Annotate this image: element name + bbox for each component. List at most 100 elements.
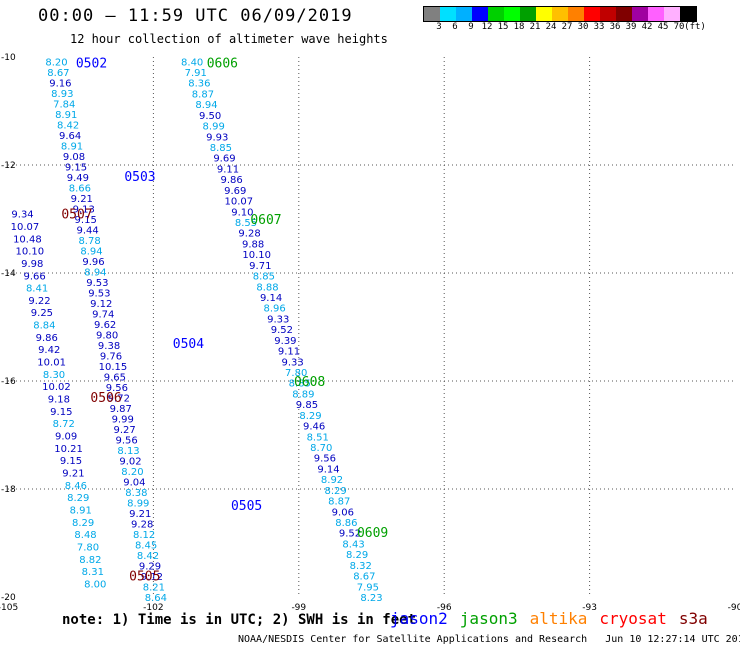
wave-height-value: 9.18 <box>48 395 70 406</box>
wave-height-tracks: 8.208.679.168.937.848.918.429.648.919.08… <box>11 57 383 604</box>
x-tick-label: -90 <box>728 603 740 613</box>
wave-height-value: 10.01 <box>37 358 66 369</box>
wave-height-value: 8.36 <box>188 79 210 90</box>
satellite-legend: jason2 jason3 altika cryosat s3a <box>390 609 720 628</box>
x-tick-label: -105 <box>0 603 18 613</box>
wave-height-value: 8.91 <box>55 110 77 121</box>
wave-height-value: 9.64 <box>59 131 81 142</box>
wave-height-value: 9.86 <box>220 175 242 186</box>
legend-label: 6 <box>452 22 458 32</box>
wave-height-value: 9.28 <box>238 229 260 240</box>
satellite-altika: altika <box>529 609 588 628</box>
wave-height-value: 8.23 <box>360 593 382 604</box>
wave-height-value: 8.67 <box>47 68 69 79</box>
wave-height-value: 10.15 <box>99 362 128 373</box>
legend-swatch <box>632 7 648 21</box>
wave-height-value: 8.38 <box>125 488 147 499</box>
wave-height-value: 9.46 <box>303 422 325 433</box>
wave-height-value: 8.82 <box>79 555 101 566</box>
wave-height-value: 9.16 <box>49 78 71 89</box>
legend-swatch <box>440 7 456 21</box>
legend-label: 70 <box>673 22 685 32</box>
x-tick-label: -99 <box>291 603 306 613</box>
legend-swatch <box>584 7 600 21</box>
pass-label: 0503 <box>124 170 155 185</box>
pass-label: 0607 <box>250 213 281 228</box>
wave-height-value: 9.76 <box>100 351 122 362</box>
wave-height-value: 9.12 <box>141 572 163 583</box>
wave-height-value: 9.04 <box>123 477 145 488</box>
y-tick-label: -10 <box>1 53 16 63</box>
wave-height-value: 9.88 <box>242 239 264 250</box>
wave-height-value: 8.70 <box>310 443 332 454</box>
wave-height-color-legend <box>423 6 697 22</box>
legend-swatch <box>616 7 632 21</box>
wave-height-value: 8.64 <box>145 593 167 604</box>
wave-height-value: 10.07 <box>11 222 40 233</box>
wave-height-value: 10.02 <box>42 382 71 393</box>
pass-label: 0507 <box>61 208 92 223</box>
wave-height-value: 9.08 <box>63 152 85 163</box>
wave-height-value: 9.80 <box>96 330 118 341</box>
wave-height-value: 8.94 <box>80 246 102 257</box>
wave-height-value: 9.39 <box>274 336 296 347</box>
wave-height-value: 9.22 <box>28 296 50 307</box>
wave-height-value: 8.72 <box>53 419 75 430</box>
wave-height-value: 9.56 <box>106 383 128 394</box>
wave-height-value: 9.29 <box>139 561 161 572</box>
wave-height-value: 9.12 <box>90 299 112 310</box>
wave-height-value: 10.10 <box>15 247 44 258</box>
legend-swatch <box>520 7 536 21</box>
lat-lon-grid <box>8 57 735 597</box>
credit-line: NOAA/NESDIS Center for Satellite Applica… <box>238 634 740 645</box>
wave-height-value: 8.99 <box>127 498 149 509</box>
legend-swatch <box>600 7 616 21</box>
wave-height-value: 8.78 <box>78 236 100 247</box>
y-tick-label: -18 <box>1 485 16 495</box>
wave-height-value: 9.53 <box>86 278 108 289</box>
legend-label: 45 <box>657 22 669 32</box>
wave-height-value: 9.93 <box>206 132 228 143</box>
wave-height-value: 9.11 <box>217 164 239 175</box>
wave-height-value: 9.15 <box>50 407 72 418</box>
wave-height-value: 9.74 <box>92 309 114 320</box>
wave-height-value: 8.43 <box>342 539 364 550</box>
wave-height-value: 9.99 <box>112 414 134 425</box>
y-tick-label: -14 <box>1 269 16 279</box>
wave-height-value: 8.20 <box>45 57 67 68</box>
wave-height-value: 9.56 <box>314 454 336 465</box>
wave-height-value: 8.21 <box>143 582 165 593</box>
legend-label: 42 <box>641 22 653 32</box>
wave-height-value: 8.67 <box>353 572 375 583</box>
wave-height-value: 9.69 <box>213 154 235 165</box>
wave-height-value: 9.09 <box>55 432 77 443</box>
wave-height-value: 8.29 <box>325 486 347 497</box>
wave-height-value: 7.80 <box>77 543 99 554</box>
wave-height-value: 9.33 <box>281 357 303 368</box>
legend-label: 9 <box>468 22 474 32</box>
wave-height-value: 9.52 <box>271 325 293 336</box>
legend-swatch <box>536 7 552 21</box>
wave-height-value: 7.84 <box>53 99 75 110</box>
wave-height-value: 10.10 <box>242 250 271 261</box>
x-tick-label: -102 <box>143 603 163 613</box>
legend-label: 15 <box>497 22 509 32</box>
wave-height-value: 8.42 <box>57 120 79 131</box>
legend-swatch <box>568 7 584 21</box>
x-tick-label: -96 <box>437 603 452 613</box>
pass-label: 0608 <box>294 375 325 390</box>
wave-height-value: 8.41 <box>26 284 48 295</box>
wave-height-value: 8.66 <box>69 183 91 194</box>
units-note: note: 1) Time is in UTC; 2) SWH is in fe… <box>62 612 417 628</box>
legend-label: 33 <box>593 22 605 32</box>
legend-swatch <box>680 7 696 21</box>
wave-height-value: 8.29 <box>67 493 89 504</box>
wave-height-value: 8.13 <box>117 446 139 457</box>
wave-height-value: 9.44 <box>77 225 99 236</box>
wave-height-value: 8.92 <box>321 475 343 486</box>
wave-height-value: 8.46 <box>65 481 87 492</box>
wave-height-value: 9.02 <box>119 456 141 467</box>
pass-label: 0505 <box>231 499 262 514</box>
wave-height-value: 9.49 <box>67 173 89 184</box>
